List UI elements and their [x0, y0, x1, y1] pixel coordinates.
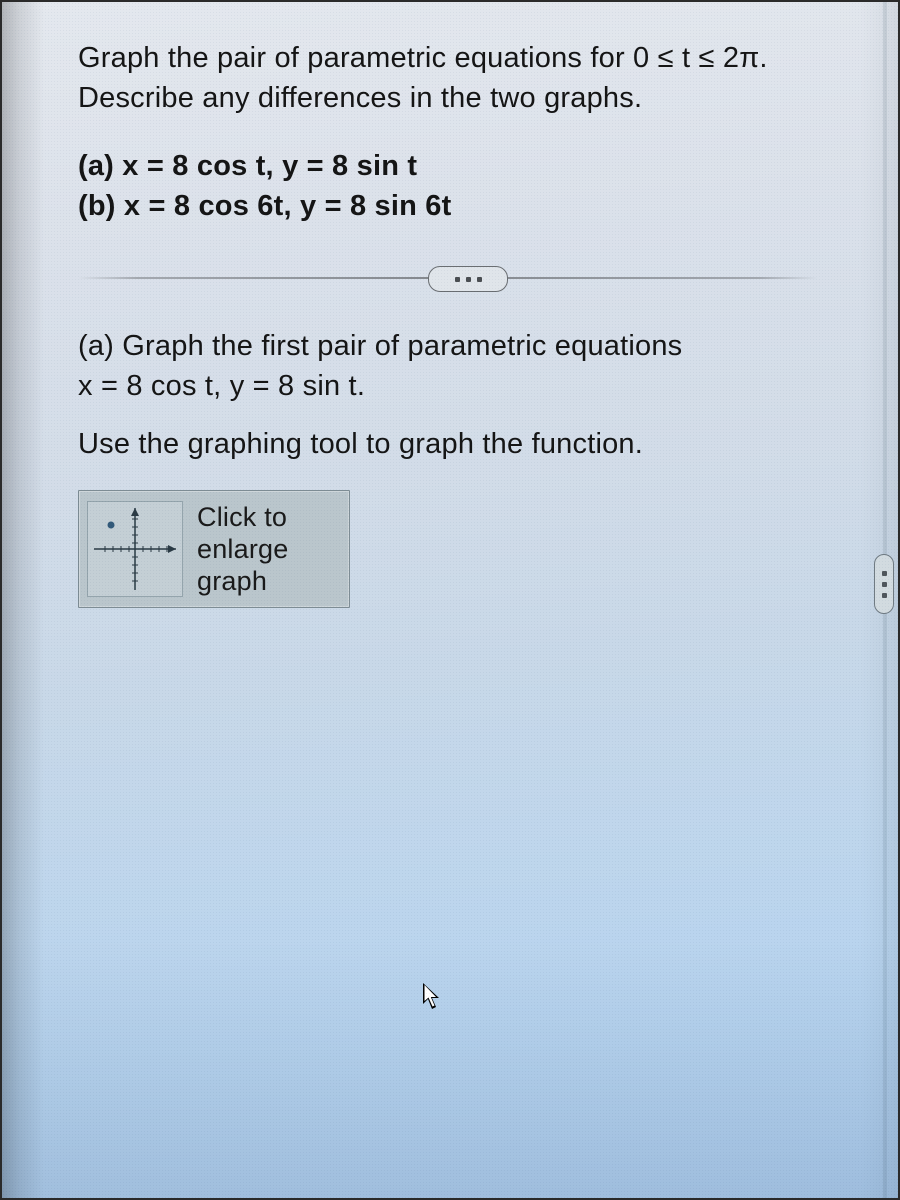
dots-icon: [477, 277, 482, 282]
subpart-equation: x = 8 cos t, y = 8 sin t.: [78, 366, 858, 406]
mouse-cursor-icon: [422, 982, 444, 1012]
expand-pill-button[interactable]: [428, 266, 508, 292]
intro-line-2: Describe any differences in the two grap…: [78, 78, 858, 118]
scroll-gutter: [860, 2, 898, 1198]
dots-icon: [882, 571, 887, 576]
question-content: Graph the pair of parametric equations f…: [2, 2, 898, 648]
caption-line-1: Click to: [197, 501, 288, 533]
question-panel: Graph the pair of parametric equations f…: [0, 0, 900, 1200]
intro-line-1: Graph the pair of parametric equations f…: [78, 38, 858, 78]
section-divider: [78, 258, 858, 298]
graph-button-caption: Click to enlarge graph: [197, 501, 288, 598]
problem-intro: Graph the pair of parametric equations f…: [78, 38, 858, 118]
subpart-heading: (a) Graph the first pair of parametric e…: [78, 326, 858, 366]
enlarge-graph-button[interactable]: Click to enlarge graph: [78, 490, 350, 608]
dots-icon: [882, 582, 887, 587]
subpart-a: (a) Graph the first pair of parametric e…: [78, 326, 858, 406]
part-a-text: (a) x = 8 cos t, y = 8 sin t: [78, 146, 858, 186]
scroll-handle[interactable]: [874, 554, 894, 614]
part-b-text: (b) x = 8 cos 6t, y = 8 sin 6t: [78, 186, 858, 226]
vignette-bottom: [2, 938, 898, 1198]
dots-icon: [466, 277, 471, 282]
problem-parts: (a) x = 8 cos t, y = 8 sin t (b) x = 8 c…: [78, 146, 858, 226]
caption-line-2: enlarge: [197, 533, 288, 565]
caption-line-3: graph: [197, 565, 288, 597]
dots-icon: [455, 277, 460, 282]
subpart-instruction: Use the graphing tool to graph the funct…: [78, 424, 858, 464]
graph-thumbnail: [87, 501, 183, 597]
dots-icon: [882, 593, 887, 598]
axes-icon: [88, 502, 182, 596]
